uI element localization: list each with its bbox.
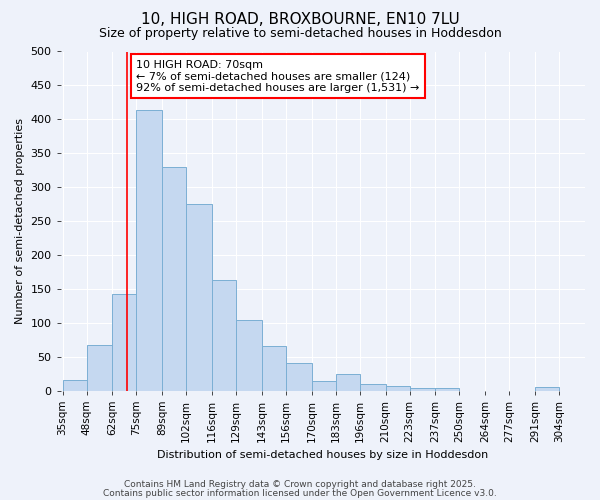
Bar xyxy=(336,374,360,390)
Bar xyxy=(410,388,436,390)
Bar xyxy=(86,345,112,391)
Bar xyxy=(436,388,460,390)
Bar xyxy=(312,381,336,390)
Bar xyxy=(186,204,212,390)
Bar xyxy=(360,384,386,390)
Y-axis label: Number of semi-detached properties: Number of semi-detached properties xyxy=(15,118,25,324)
Bar xyxy=(535,387,559,390)
Bar xyxy=(262,346,286,391)
Bar xyxy=(212,280,236,390)
Bar xyxy=(62,380,86,390)
Text: Contains HM Land Registry data © Crown copyright and database right 2025.: Contains HM Land Registry data © Crown c… xyxy=(124,480,476,489)
Text: Size of property relative to semi-detached houses in Hoddesdon: Size of property relative to semi-detach… xyxy=(98,28,502,40)
X-axis label: Distribution of semi-detached houses by size in Hoddesdon: Distribution of semi-detached houses by … xyxy=(157,450,488,460)
Bar xyxy=(236,320,262,390)
Bar xyxy=(136,110,162,390)
Bar xyxy=(112,294,136,390)
Bar xyxy=(162,167,186,390)
Text: 10, HIGH ROAD, BROXBOURNE, EN10 7LU: 10, HIGH ROAD, BROXBOURNE, EN10 7LU xyxy=(140,12,460,28)
Bar xyxy=(286,364,312,390)
Text: Contains public sector information licensed under the Open Government Licence v3: Contains public sector information licen… xyxy=(103,488,497,498)
Bar xyxy=(386,386,410,390)
Text: 10 HIGH ROAD: 70sqm
← 7% of semi-detached houses are smaller (124)
92% of semi-d: 10 HIGH ROAD: 70sqm ← 7% of semi-detache… xyxy=(136,60,420,93)
